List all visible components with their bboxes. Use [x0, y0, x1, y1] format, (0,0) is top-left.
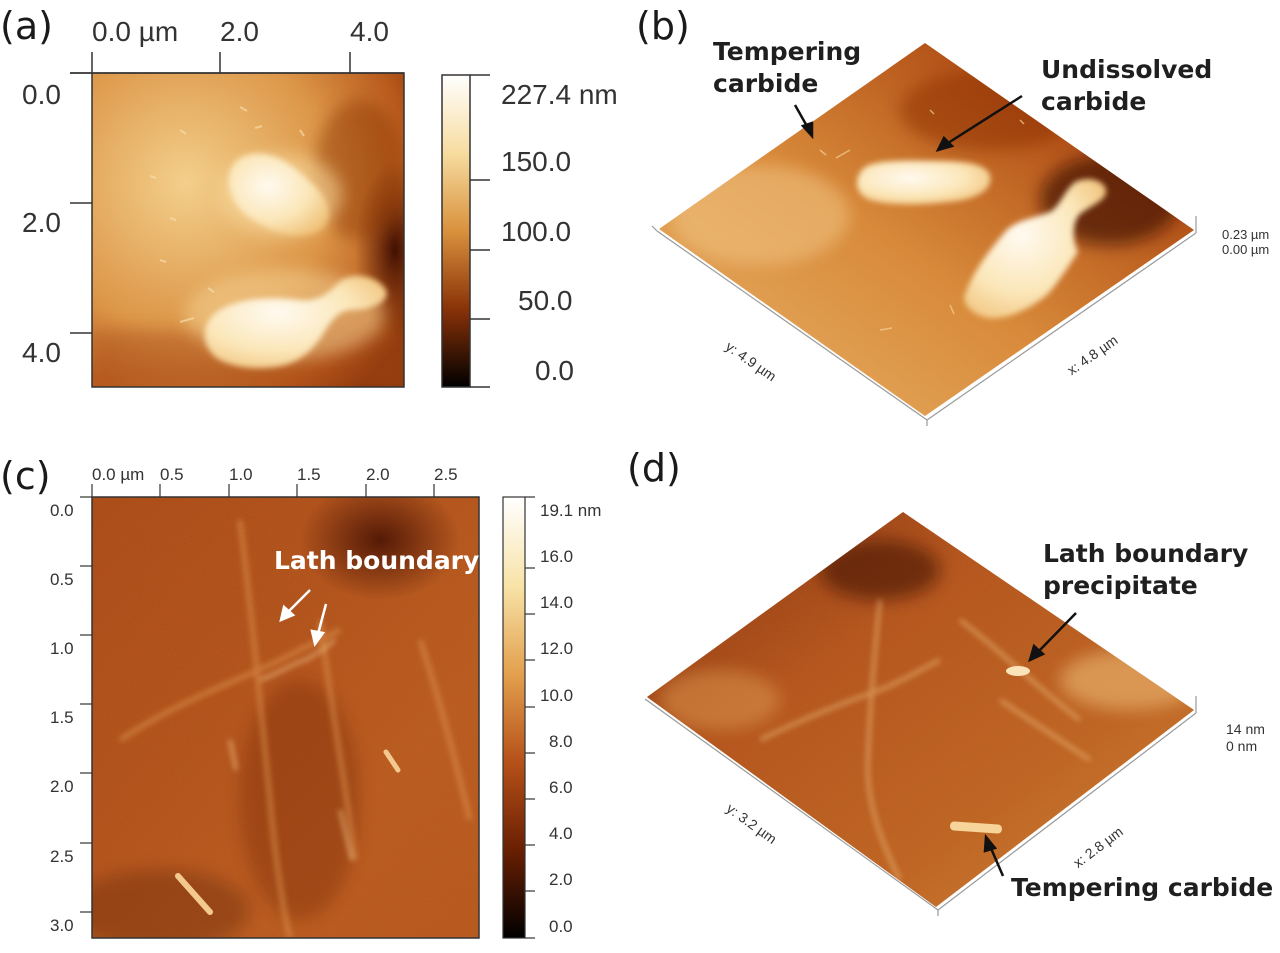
- carbide-blob-3d: [964, 179, 1107, 319]
- panel-label-c: (c): [0, 454, 51, 498]
- panel-c-y-tick-2: 1.0: [50, 639, 74, 658]
- undissolved-carbide-3d: [857, 160, 991, 205]
- panel-b-z-max: 0.23 µm: [1222, 227, 1270, 242]
- panel-c-cbar-label-4: 10.0: [540, 686, 574, 705]
- panel-c-cbar-label-2: 14.0: [540, 593, 574, 612]
- panel-a-colorbar: [441, 74, 471, 388]
- panel-c-y-tick-3: 1.5: [50, 708, 74, 727]
- panel-c-frame: [91, 496, 480, 939]
- panel-c-cbar-label-0: 19.1 nm: [540, 501, 602, 520]
- panel-c-image: [92, 497, 479, 938]
- panel-c-cbar-label-8: 2.0: [549, 870, 573, 889]
- panel-c-cbar-label-6: 6.0: [549, 778, 573, 797]
- panel-c-x-tick-2: 1.0: [229, 465, 253, 484]
- panel-c-x-tick-3: 1.5: [297, 465, 321, 484]
- panel-label-b: (b): [636, 4, 690, 48]
- carbide-blob-1: [228, 153, 329, 236]
- panel-b-z-min: 0.00 µm: [1222, 242, 1270, 257]
- panel-a-image: [92, 73, 404, 387]
- panel-c-cbar-label-1: 16.0: [540, 547, 574, 566]
- panel-d-z-min: 0 nm: [1226, 738, 1258, 754]
- panel-c-cbar-label-5: 8.0: [549, 732, 573, 751]
- panel-c-x-tick-1: 0.5: [160, 465, 184, 484]
- panel-d-tempering-carbide-label: Tempering carbide: [1011, 873, 1274, 902]
- tempering-carbide-c: [175, 873, 213, 915]
- panel-a-y-tick-0: 0.0: [22, 79, 61, 110]
- panel-a-cbar-label-2: 100.0: [501, 216, 572, 247]
- panel-a-x-tick-0: 0.0 µm: [92, 16, 179, 47]
- panel-c-x-tick-0: 0.0 µm: [92, 465, 145, 484]
- panel-a-y-tick-1: 2.0: [22, 207, 61, 238]
- panel-a-x-tick-1: 2.0: [220, 16, 259, 47]
- panel-c-x-tick-5: 2.5: [434, 465, 458, 484]
- panel-c-y-tick-6: 3.0: [50, 916, 74, 935]
- panel-c-cbar-label-9: 0.0: [549, 917, 573, 936]
- panel-c-cbar-label-7: 4.0: [549, 824, 573, 843]
- panel-c-y-tick-4: 2.0: [50, 777, 74, 796]
- panel-label-a: (a): [0, 4, 53, 48]
- lath-boundary-precipitate: [1006, 666, 1030, 676]
- panel-b-tempering-carbide-line1: Tempering: [713, 37, 862, 66]
- panel-d-z-max: 14 nm: [1226, 721, 1265, 737]
- panel-b-undissolved-carbide-line1: Undissolved: [1041, 55, 1213, 84]
- panel-c-colorbar: [502, 496, 526, 939]
- panel-c-cbar-label-3: 12.0: [540, 639, 574, 658]
- panel-a-y-tick-2: 4.0: [22, 337, 61, 368]
- panel-d-lath-precipitate-line2: precipitate: [1043, 571, 1198, 600]
- panel-b-tempering-carbide-line2: carbide: [713, 69, 819, 98]
- panel-a-cbar-label-1: 150.0: [501, 146, 572, 177]
- panel-c-x-tick-4: 2.0: [366, 465, 390, 484]
- tempering-carbide-d: [949, 821, 1002, 834]
- panel-c-axes: [80, 484, 435, 913]
- panel-a-cbar-label-4: 0.0: [535, 355, 574, 386]
- panel-a-cbar-label-3: 50.0: [518, 285, 573, 316]
- panel-c-lath-boundary-label: Lath boundary: [274, 546, 480, 575]
- panel-a-cbar-label-0: 227.4 nm: [501, 79, 618, 110]
- panel-a-x-tick-2: 4.0: [350, 16, 389, 47]
- panel-d-lath-precipitate-line1: Lath boundary: [1043, 539, 1249, 568]
- panel-c-y-tick-1: 0.5: [50, 570, 74, 589]
- panel-b-undissolved-carbide-line2: carbide: [1041, 87, 1147, 116]
- panel-c-y-tick-0: 0.0: [50, 501, 74, 520]
- panel-a-axes: [70, 52, 404, 334]
- panel-label-d: (d): [627, 446, 681, 490]
- carbide-blob-2: [204, 276, 387, 368]
- panel-c-y-tick-5: 2.5: [50, 847, 74, 866]
